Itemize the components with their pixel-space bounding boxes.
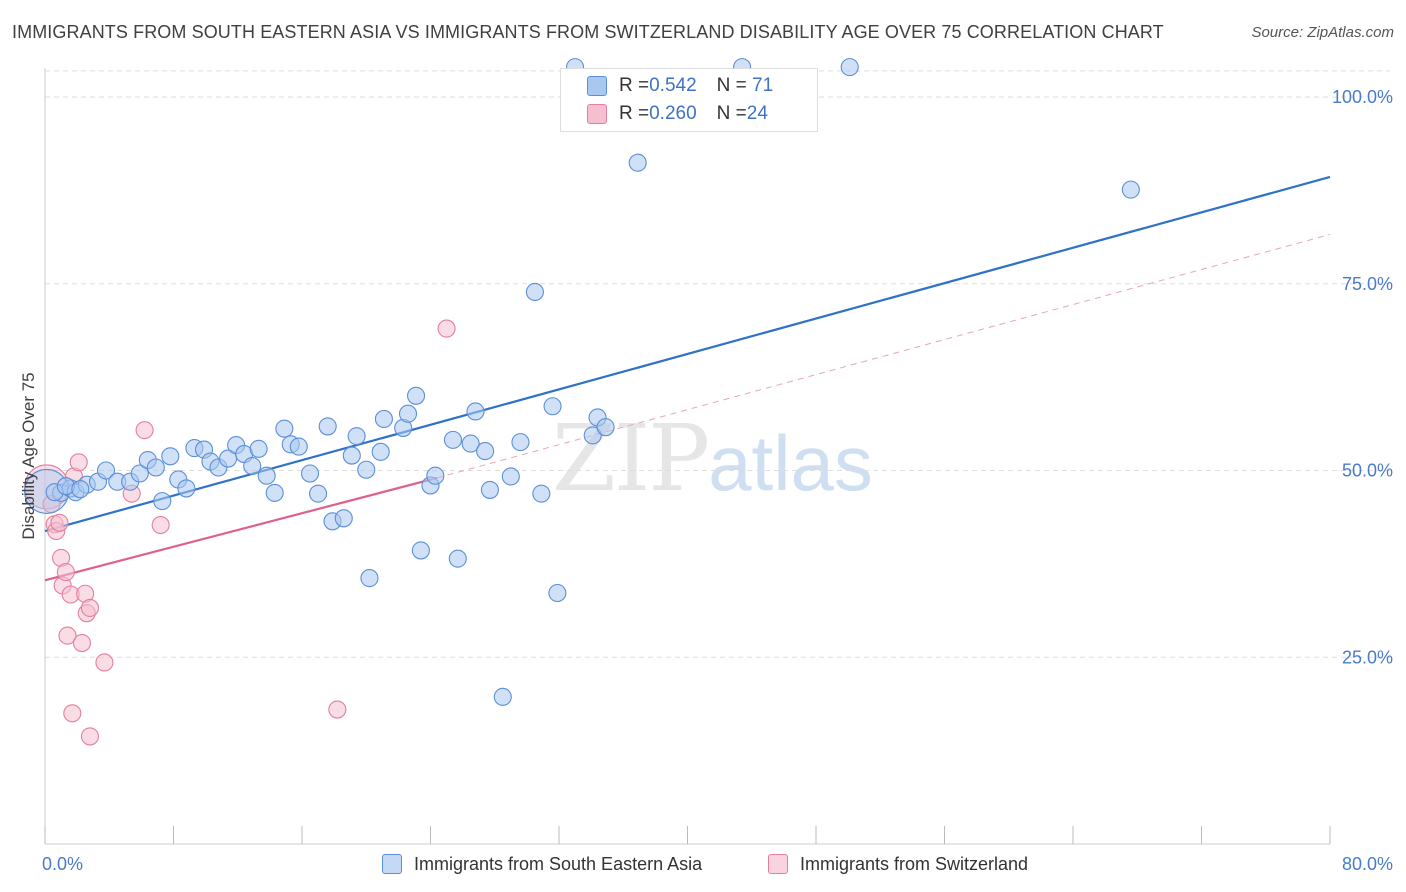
legend-label-sea: Immigrants from South Eastern Asia <box>414 853 703 874</box>
legend-label-switzerland: Immigrants from Switzerland <box>800 853 1029 874</box>
legend-n-label: N = <box>716 103 747 124</box>
data-point-sea <box>374 409 393 429</box>
data-point-switzerland <box>80 727 100 746</box>
y-tick-label: 75.0% <box>1342 274 1393 294</box>
data-point-sea <box>275 419 294 438</box>
data-point-switzerland <box>328 700 347 719</box>
data-point-sea <box>548 583 567 603</box>
data-point-switzerland <box>151 515 170 535</box>
data-point-switzerland <box>56 563 75 582</box>
legend-r-label: R = <box>619 103 650 124</box>
watermark-atlas: atlas <box>708 419 873 507</box>
data-point-sea <box>1121 180 1140 199</box>
legend-swatch-switzerland <box>587 104 607 124</box>
legend-row-sea: R = 0.542 N = 71 <box>561 72 773 100</box>
chart-title: IMMIGRANTS FROM SOUTH EASTERN ASIA VS IM… <box>12 22 1164 42</box>
data-point-sea <box>243 456 262 476</box>
data-point-sea <box>96 461 116 480</box>
y-tick-label: 50.0% <box>1342 461 1393 481</box>
data-point-sea <box>426 466 445 485</box>
data-point-sea <box>130 464 149 483</box>
grid-lines <box>45 70 1390 658</box>
data-point-switzerland <box>72 634 91 653</box>
data-point-sea <box>532 484 551 503</box>
data-point-sea <box>511 433 530 452</box>
data-point-switzerland <box>50 513 69 532</box>
data-point-sea <box>501 467 520 486</box>
data-point-sea <box>300 464 320 483</box>
legend-swatch-sea <box>587 76 607 96</box>
axes <box>44 68 1331 845</box>
data-point-sea <box>347 427 366 446</box>
data-point-sea <box>249 439 268 458</box>
data-point-sea <box>318 417 337 436</box>
data-point-sea <box>596 418 615 437</box>
data-point-sea <box>257 466 276 485</box>
x-tick-label: 0.0% <box>42 854 83 874</box>
trend-lines <box>44 175 1331 582</box>
data-point-sea <box>146 458 165 477</box>
data-point-sea <box>342 446 361 465</box>
legend-r-value: 0.542 <box>649 75 697 96</box>
legend-r-label: R = <box>619 75 650 96</box>
data-point-sea <box>466 402 485 421</box>
data-point-switzerland <box>63 704 82 723</box>
data-point-sea <box>334 509 353 528</box>
source-label: Source: ZipAtlas.com <box>1251 24 1394 41</box>
data-point-sea <box>153 492 172 511</box>
legend-swatch-switzerland <box>768 854 788 874</box>
y-tick-label: 25.0% <box>1342 647 1393 667</box>
legend-n-label: N = <box>716 75 747 96</box>
data-points <box>24 58 1140 746</box>
data-point-sea <box>443 430 463 449</box>
data-point-sea <box>177 479 196 498</box>
data-point-sea <box>360 569 379 588</box>
legend-r-value: 0.260 <box>649 103 697 124</box>
data-point-sea <box>411 541 430 560</box>
data-point-sea <box>309 484 328 503</box>
tick-labels: 25.0% 50.0% 75.0% 100.0% 0.0% 80.0% Disability… <box>19 87 1393 874</box>
y-axis-label: Disability Age Over 75 <box>19 372 38 539</box>
data-point-sea <box>480 480 499 499</box>
data-point-sea <box>371 442 390 461</box>
legend-item-switzerland: Immigrants from Switzerland <box>768 852 1028 876</box>
stats-legend: R = 0.542 N = 71 R = 0.260 N = 24 <box>560 68 818 132</box>
data-point-switzerland <box>58 626 77 645</box>
data-point-sea <box>840 58 859 77</box>
data-point-sea <box>289 437 308 456</box>
data-point-sea <box>583 426 602 445</box>
data-point-sea <box>448 549 467 568</box>
data-point-sea <box>543 397 562 416</box>
data-point-sea <box>265 483 284 502</box>
data-point-switzerland <box>69 453 88 472</box>
data-point-sea <box>398 404 418 423</box>
trend-line-switzerland <box>44 476 438 582</box>
series-legend: Immigrants from South Eastern Asia Immig… <box>0 852 1406 880</box>
legend-item-sea: Immigrants from South Eastern Asia <box>382 852 702 876</box>
data-point-sea <box>476 442 495 461</box>
watermark: ZIPatlas <box>552 405 873 512</box>
data-point-sea <box>161 447 180 466</box>
watermark-zip: ZIP <box>552 405 710 512</box>
legend-n-value: 24 <box>746 103 768 124</box>
data-point-sea <box>357 460 376 479</box>
data-point-sea <box>525 282 544 302</box>
trend-line-sea <box>44 175 1331 533</box>
data-point-sea <box>71 480 90 499</box>
data-point-sea <box>461 434 480 453</box>
data-point-sea <box>628 153 647 172</box>
data-point-sea <box>406 386 426 405</box>
legend-n-value: 71 <box>746 75 774 96</box>
data-point-switzerland <box>437 319 456 338</box>
legend-row-switzerland: R = 0.260 N = 24 <box>561 100 768 128</box>
trend-line-switzerland-extension <box>436 233 1331 479</box>
x-tick-label: 80.0% <box>1342 854 1393 874</box>
y-tick-label: 100.0% <box>1332 87 1393 107</box>
data-point-switzerland <box>95 653 114 672</box>
data-point-sea <box>493 687 512 706</box>
legend-swatch-sea <box>382 854 402 874</box>
data-point-switzerland <box>80 598 100 617</box>
data-point-switzerland <box>135 421 154 440</box>
